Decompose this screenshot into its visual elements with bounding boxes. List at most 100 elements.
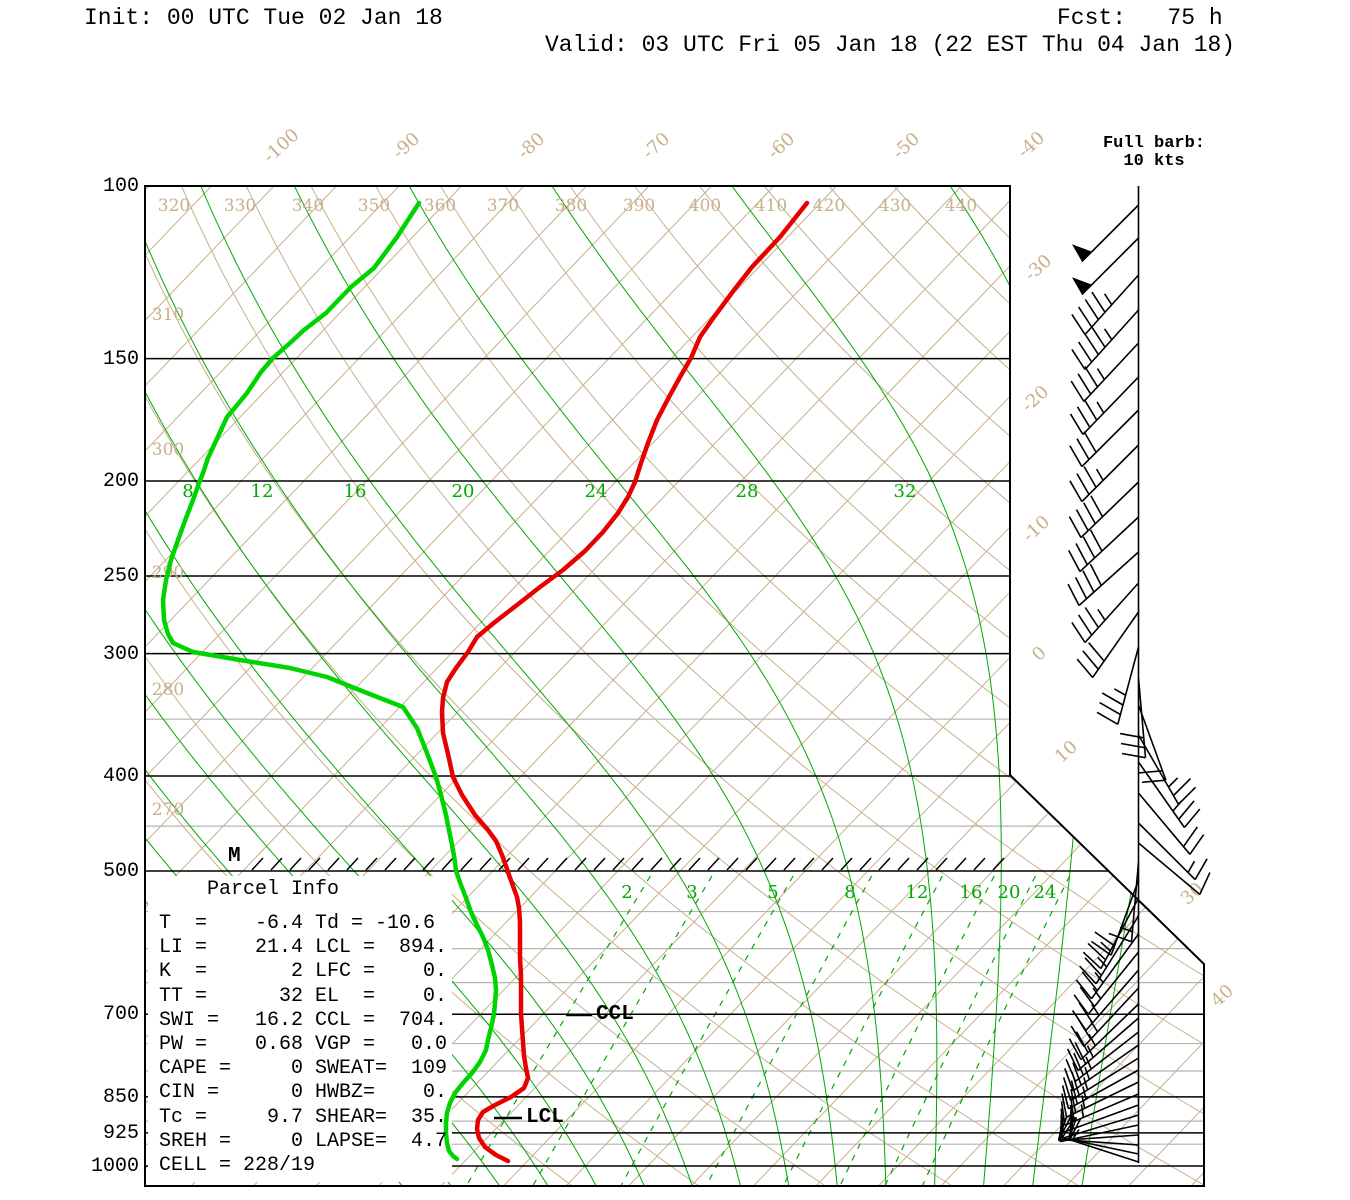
wind-barb — [1061, 1116, 1139, 1163]
dewpoint-trace — [160, 200, 499, 1162]
init-time-label: Init: 00 UTC Tue 02 Jan 18 — [84, 5, 443, 31]
wind-barb — [1081, 204, 1140, 263]
wind-barb — [1069, 444, 1140, 503]
parcel-info-line: CIN = 0 HWBZ= 0. — [159, 1081, 448, 1105]
wind-barb — [1071, 274, 1140, 336]
dry-adiabat-left-label: 280 — [152, 680, 184, 700]
isotherm-top-label: -90 — [389, 128, 425, 163]
wind-barb — [1081, 237, 1140, 296]
dry-adiabat-top-label: 420 — [813, 196, 845, 216]
pressure-label-100: 100 — [102, 175, 139, 198]
lcl-marker-label: LCL — [526, 1106, 564, 1129]
isotherm-right-label: 10 — [1051, 736, 1082, 767]
dry-adiabat-top-label: 380 — [555, 196, 587, 216]
wind-barb — [1137, 822, 1208, 881]
wind-barb — [1070, 342, 1140, 403]
isotherm-right-label: 30 — [1177, 878, 1208, 909]
plot-boundary — [144, 185, 1205, 1187]
pressure-label-200: 200 — [102, 470, 139, 493]
wind-barb — [1060, 1093, 1139, 1127]
moist-adiabat-label: 16 — [344, 481, 367, 502]
wind-barb — [1137, 734, 1197, 805]
dry-adiabat-top-label: 360 — [424, 196, 456, 216]
wind-barb — [1070, 987, 1140, 1048]
wind-barb — [1096, 646, 1140, 725]
isotherm-right-label: 40 — [1207, 980, 1238, 1011]
wind-barb — [1066, 1017, 1140, 1072]
isotherm-top: -100 -90 -80 -70 -60 -50 -40 — [259, 125, 1049, 168]
mixing-ratio-label: 24 — [1034, 882, 1057, 903]
barb-legend-line1: Full barb: — [1102, 134, 1206, 153]
hatch-marks-500 — [251, 857, 1005, 871]
dry-adiabat-top-label: 390 — [623, 196, 655, 216]
wind-barb — [1137, 761, 1201, 829]
moist-adiabat-label: 12 — [251, 481, 274, 502]
moist-adiabat-label: 28 — [736, 481, 759, 502]
moist-adiabat-label: 8 — [182, 481, 193, 502]
mixing-ratio-label: 5 — [767, 882, 778, 903]
mixing-ratio-label: 3 — [686, 882, 697, 903]
m-marker: M — [228, 845, 241, 868]
pressure-label-500: 500 — [102, 859, 139, 883]
isotherm-top-label: -70 — [639, 128, 675, 163]
mixing-ratio-label: 16 — [960, 882, 983, 903]
wind-barb — [1067, 551, 1140, 607]
dry-adiabat-left-label: 310 — [152, 305, 184, 325]
wind-barb — [1137, 842, 1211, 896]
mixing-ratio-label: 2 — [621, 882, 632, 903]
mixing-ratio-label: 12 — [906, 882, 929, 903]
dry-adiabat-top: 320 330 340 350 360 370 380 390 400 410 420 430 440 — [158, 196, 977, 216]
wind-barb — [1137, 704, 1167, 784]
isotherm-right-label: 0 — [1028, 642, 1051, 665]
wind-barb — [1076, 611, 1140, 679]
isotherm-top-label: -40 — [1014, 127, 1050, 162]
mixing-ratio-lines — [465, 875, 1071, 1186]
dry-adiabat-top-label: 400 — [689, 196, 721, 216]
wind-barb — [1061, 1069, 1139, 1110]
parcel-panel-background — [148, 876, 452, 1182]
wind-barb — [1137, 792, 1205, 855]
parcel-info-title: Parcel Info — [159, 878, 340, 901]
dry-adiabat-left-label: 270 — [152, 800, 184, 820]
wind-barb — [1090, 879, 1140, 956]
wind-barb — [1065, 1031, 1139, 1082]
mixing-ratio: 2 3 5 8 12 16 20 24 — [621, 882, 1056, 903]
dry-adiabat-top-label: 350 — [358, 196, 390, 216]
pressure-label-300: 300 — [102, 642, 139, 666]
wind-barb — [1069, 376, 1140, 436]
dry-adiabat-top-label: 430 — [879, 196, 911, 216]
wind-barb — [1067, 516, 1140, 573]
forecast-hour-label: Fcst: 75 h — [1057, 5, 1223, 31]
moist-adiabat-label: 20 — [452, 481, 475, 502]
barb-legend-line2: 10 kts — [1123, 152, 1185, 171]
parcel-info-line: K = 2 LFC = 0. — [159, 960, 448, 984]
isotherm-right-label: -20 — [1018, 381, 1054, 416]
ccl-marker-label: CCL — [596, 1003, 634, 1026]
wind-barb — [1082, 897, 1140, 970]
parcel-info-lines: T = -6.4 Td = -10.6 LI = 21.4 LCL = 894. K… — [159, 912, 447, 1178]
dry-adiabat-top-label: 370 — [487, 196, 519, 216]
pressure-label-250: 250 — [102, 564, 139, 588]
isotherm-top-label: -100 — [259, 125, 303, 168]
wind-barb — [1071, 309, 1140, 371]
pressure-label-400: 400 — [102, 765, 139, 789]
pressure-label-150: 150 — [102, 347, 139, 371]
valid-time-label: Valid: 03 UTC Fri 05 Jan 18 (22 EST Thu … — [545, 32, 1236, 58]
wind-barb — [1062, 1057, 1139, 1102]
dry-adiabat-top-label: 440 — [945, 196, 977, 216]
wind-barb — [1069, 409, 1140, 468]
pressure-label-700: 700 — [102, 1003, 139, 1027]
wind-barb — [1061, 1081, 1139, 1118]
isotherm-right-label: -30 — [1021, 250, 1057, 285]
dry-adiabat-top-label: 410 — [755, 196, 787, 216]
parcel-info-line: CELL = 228/19 — [159, 1153, 316, 1177]
parcel-info-line: PW = 0.68 VGP = 0.0 — [159, 1032, 448, 1056]
pressure-label-925: 925 — [102, 1121, 139, 1145]
parcel-info-line: Tc = 9.7 SHEAR= 35. — [159, 1105, 448, 1129]
parcel-info-panel: Parcel Info T = -6.4 Td = -10.6 LI = 21.4… — [159, 878, 447, 1178]
moist-adiabat-label: 24 — [585, 481, 608, 502]
dry-adiabat-top-label: 320 — [158, 196, 190, 216]
